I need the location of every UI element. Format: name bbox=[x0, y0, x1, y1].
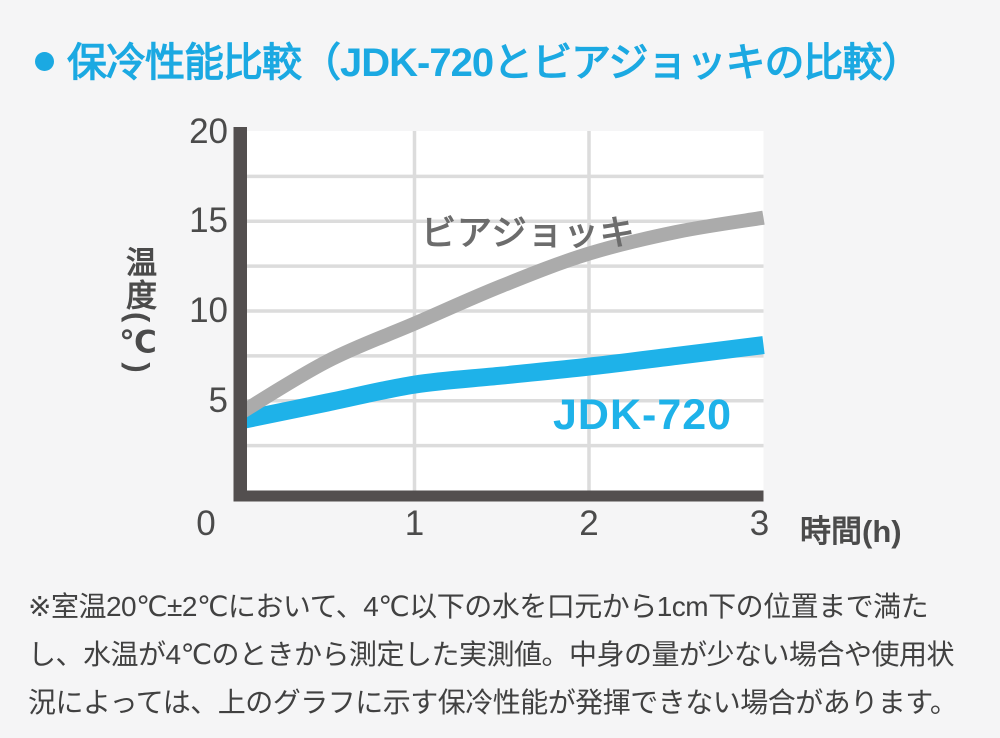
series-label-beer-mug: ビアジョッキ bbox=[421, 214, 636, 253]
x-axis-title: 時間(h) bbox=[800, 514, 902, 549]
y-tick-label: 5 bbox=[208, 380, 228, 420]
x-tick-label: 3 bbox=[749, 504, 770, 543]
footnote-line: 況によっては、上のグラフに示す保冷性能が発揮できない場合があります。 bbox=[28, 687, 958, 718]
series-curve-jdk-720 bbox=[238, 336, 765, 430]
series-label-jdk-720: JDK-720 bbox=[553, 391, 733, 439]
y-tick-label: 15 bbox=[189, 201, 228, 241]
x-tick-label: 2 bbox=[579, 504, 599, 543]
x-axis-bar bbox=[233, 490, 764, 502]
series-curve-beer-mug bbox=[236, 210, 765, 420]
bullet-icon bbox=[35, 51, 54, 71]
y-axis-title: 温度(℃) bbox=[121, 246, 156, 375]
x-tick-label: 0 bbox=[196, 504, 216, 543]
y-tick-label: 20 bbox=[189, 111, 228, 151]
y-axis-bar bbox=[233, 127, 247, 502]
y-tick-label: 10 bbox=[189, 291, 228, 330]
page-header: 保冷性能比較（JDK-720とビアジョッキの比較） bbox=[35, 30, 921, 88]
footnote-line: し、水温が4℃のときから測定した実測値。中身の量が少ない場合や使用状 bbox=[28, 639, 955, 670]
footnote: ※室温20℃±2℃において、4℃以下の水を口元から1cm下の位置まで満た し、水… bbox=[28, 583, 978, 727]
footnote-line: ※室温20℃±2℃において、4℃以下の水を口元から1cm下の位置まで満た bbox=[28, 591, 929, 622]
page-title: 保冷性能比較（JDK-720とビアジョッキの比較） bbox=[67, 41, 921, 85]
x-tick-label: 1 bbox=[404, 504, 425, 543]
